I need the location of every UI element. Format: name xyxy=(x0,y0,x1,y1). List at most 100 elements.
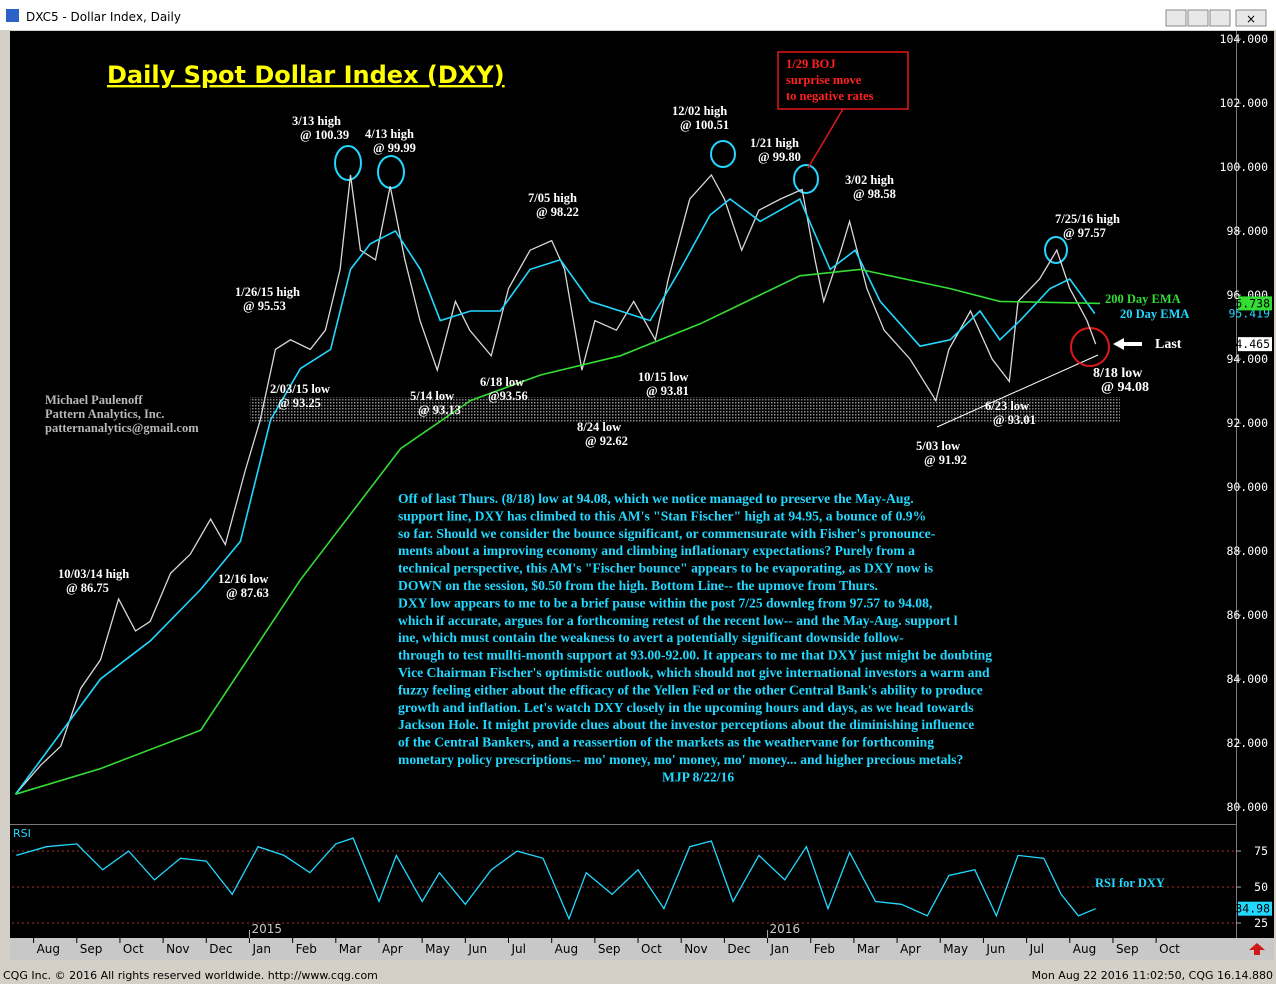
footer-right: Mon Aug 22 2016 11:02:50, CQG 16.14.880 xyxy=(1032,969,1273,982)
y-tick-label: 50 xyxy=(1254,880,1268,894)
commentary-line: ine, which must contain the weakness to … xyxy=(398,630,904,645)
x-tick-label: Dec xyxy=(727,942,750,956)
y-tick-label: 94.000 xyxy=(1226,352,1268,366)
x-tick-label: Feb xyxy=(296,942,317,956)
boj-pointer xyxy=(807,108,844,169)
year-label: 2015 xyxy=(251,922,282,936)
annotation: @93.56 xyxy=(488,389,528,403)
y-tick-label: 102.000 xyxy=(1220,96,1269,110)
annotation: @ 86.75 xyxy=(66,581,109,595)
annotation: @ 93.01 xyxy=(993,413,1036,427)
x-tick-label: Jul xyxy=(511,942,526,956)
x-tick-label: Nov xyxy=(684,942,707,956)
x-tick-label: Jan xyxy=(251,942,271,956)
y-tick-label: 92.000 xyxy=(1226,416,1268,430)
commentary-line: DXY low appears to me to be a brief paus… xyxy=(398,595,932,610)
legend-entry: 200 Day EMA xyxy=(1105,292,1181,306)
annotation: @ 98.58 xyxy=(853,187,896,201)
x-tick-label: Oct xyxy=(641,942,662,956)
y-tick-label: 100.000 xyxy=(1220,160,1269,174)
annotation: @ 98.22 xyxy=(536,205,579,219)
time-axis xyxy=(10,938,1274,960)
x-tick-label: Mar xyxy=(339,942,362,956)
last-marker: Last xyxy=(1155,337,1182,352)
annotation: 4/13 high xyxy=(365,127,414,141)
x-tick-label: May xyxy=(943,942,968,956)
annotation: 3/02 high xyxy=(845,173,894,187)
commentary-line: Vice Chairman Fischer's optimistic outlo… xyxy=(398,665,990,680)
x-tick-label: Oct xyxy=(123,942,144,956)
pane-title: RSI xyxy=(13,827,31,840)
annotation: @ 93.81 xyxy=(646,384,689,398)
annotation: 5/14 low xyxy=(410,389,454,403)
support-line xyxy=(936,354,1099,428)
scroll-arrow xyxy=(1249,943,1265,955)
last-value-box xyxy=(1238,901,1272,916)
commentary-line: DOWN on the session, $0.50 from the high… xyxy=(398,578,878,593)
close-icon: × xyxy=(1246,12,1256,26)
legend-entry: RSI for DXY xyxy=(1095,876,1165,890)
x-tick-label: Jan xyxy=(770,942,790,956)
annotation: @ 93.13 xyxy=(418,403,461,417)
status-bar xyxy=(0,966,1276,984)
annotation: 3/13 high xyxy=(292,114,341,128)
x-tick-label: May xyxy=(425,942,450,956)
signature: patternanalytics@gmail.com xyxy=(45,421,199,435)
y-tick-label: 82.000 xyxy=(1226,736,1268,750)
x-tick-label: Oct xyxy=(1159,942,1180,956)
annotation: 8/24 low xyxy=(577,420,621,434)
highlight-circle xyxy=(793,164,819,194)
x-tick-label: Apr xyxy=(382,942,403,956)
commentary-line: support line, DXY has climbed to this AM… xyxy=(398,508,926,523)
chart-area xyxy=(10,31,1274,938)
x-tick-label: Apr xyxy=(900,942,921,956)
highlight-circle xyxy=(710,140,736,168)
boj-note: to negative rates xyxy=(786,89,874,103)
price-line xyxy=(15,173,1097,795)
x-tick-label: Jun xyxy=(467,942,487,956)
x-tick-label: Mar xyxy=(857,942,880,956)
signature: Pattern Analytics, Inc. xyxy=(45,407,164,421)
window-title: DXC5 - Dollar Index, Daily xyxy=(26,10,181,24)
annotation: 6/23 low xyxy=(985,399,1029,413)
maximize-button[interactable] xyxy=(1209,9,1231,27)
x-tick-label: Aug xyxy=(37,942,60,956)
commentary-line: monetary policy prescriptions-- mo' mone… xyxy=(398,752,963,767)
signature: Michael Paulenoff xyxy=(45,393,143,407)
commentary-line: technical perspective, this AM's "Fische… xyxy=(398,561,933,576)
commentary-line: Off of last Thurs. (8/18) low at 94.08, … xyxy=(398,491,914,507)
indicator-line xyxy=(14,197,1096,795)
last-value-box xyxy=(1238,296,1272,311)
x-tick-label: Aug xyxy=(1073,942,1096,956)
annotation: 8/18 low xyxy=(1093,366,1143,381)
y-tick-label: 84.000 xyxy=(1226,672,1268,686)
commentary-line: fuzzy feeling either about the efficacy … xyxy=(398,682,983,697)
x-tick-label: Sep xyxy=(1116,942,1139,956)
y-tick-label: 86.000 xyxy=(1226,608,1268,622)
annotation: 1/21 high xyxy=(750,136,799,150)
last-value-box xyxy=(1238,337,1272,352)
x-tick-label: Feb xyxy=(814,942,835,956)
annotation: @ 91.92 xyxy=(924,453,967,467)
boj-note: 1/29 BOJ xyxy=(786,57,836,71)
minimize-button[interactable] xyxy=(1165,9,1187,27)
annotation: 10/03/14 high xyxy=(58,567,129,581)
annotation: @ 93.25 xyxy=(278,396,321,410)
annotation: @ 87.63 xyxy=(226,586,269,600)
commentary-line: which if accurate, argues for a forthcom… xyxy=(398,613,958,628)
last-value-label: 34.98 xyxy=(1235,902,1270,916)
close-button[interactable] xyxy=(1235,9,1267,27)
window-buttons: × xyxy=(1165,9,1267,27)
annotation: 12/16 low xyxy=(218,572,268,586)
highlight-circle xyxy=(334,145,362,181)
indicator-line xyxy=(15,268,1101,795)
x-tick-label: Jul xyxy=(1029,942,1044,956)
restore-button[interactable] xyxy=(1187,9,1209,27)
last-arrow xyxy=(1113,338,1142,350)
annotation: 7/05 high xyxy=(528,191,577,205)
boj-box xyxy=(777,51,909,110)
indicator-line xyxy=(16,837,1096,921)
title-bar xyxy=(0,0,1276,30)
